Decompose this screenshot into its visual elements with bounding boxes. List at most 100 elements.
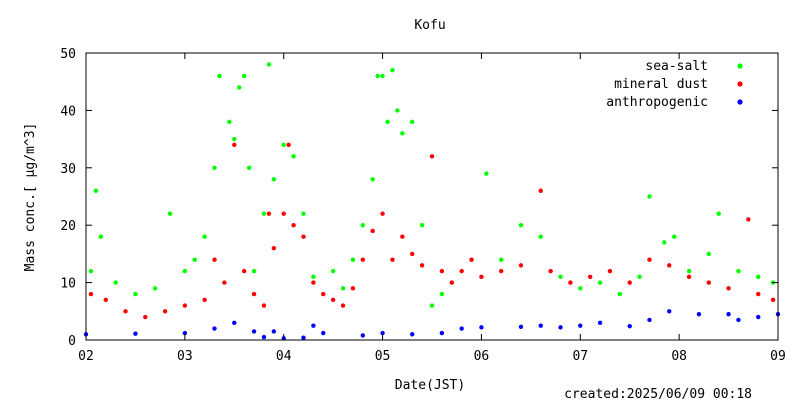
data-point <box>182 330 188 336</box>
data-point <box>597 320 603 325</box>
data-point <box>439 268 445 274</box>
data-point <box>578 323 583 328</box>
data-point <box>251 268 257 274</box>
data-point <box>538 234 543 239</box>
x-axis-label: Date(JST) <box>395 378 465 393</box>
data-point <box>143 314 148 320</box>
data-point <box>449 280 454 285</box>
data-point <box>321 291 326 297</box>
data-point <box>271 245 277 251</box>
x-tick-label: 03 <box>177 349 193 364</box>
data-point <box>113 280 118 285</box>
data-point <box>380 73 385 79</box>
data-point <box>459 268 464 274</box>
data-point <box>153 286 158 291</box>
data-point <box>246 165 252 170</box>
data-point <box>266 62 272 67</box>
data-point <box>162 309 168 314</box>
data-point <box>736 268 741 274</box>
series-mineral-dust <box>88 142 776 320</box>
created-timestamp: created:2025/06/09 00:18 <box>564 387 752 400</box>
data-point <box>266 211 272 216</box>
data-point <box>756 314 761 320</box>
y-axis-label: Mass conc.[ μg/m^3] <box>23 123 38 272</box>
data-point <box>518 223 524 228</box>
legend-label: anthropogenic <box>606 95 708 110</box>
data-point <box>202 297 207 303</box>
x-tick-label: 08 <box>671 349 687 364</box>
data-point <box>192 257 197 262</box>
data-point <box>241 73 247 79</box>
data-point <box>330 297 336 303</box>
data-point <box>291 223 296 228</box>
data-point <box>627 324 632 329</box>
data-point <box>499 257 504 262</box>
data-point <box>538 188 543 193</box>
data-point <box>340 286 346 291</box>
data-point <box>726 311 731 317</box>
data-point <box>123 309 128 314</box>
data-point <box>261 211 267 216</box>
data-point <box>587 274 593 280</box>
data-point <box>261 334 267 340</box>
data-point <box>360 333 365 338</box>
data-point <box>518 324 524 329</box>
data-point <box>395 108 400 113</box>
data-point <box>469 257 474 262</box>
y-axis: 0 10 20 30 40 50 <box>60 47 778 349</box>
data-point <box>385 119 390 125</box>
data-point <box>667 309 672 314</box>
data-point <box>133 331 138 336</box>
x-tick-label: 02 <box>78 349 94 364</box>
data-point <box>375 73 380 79</box>
data-point <box>340 303 346 308</box>
data-point <box>311 323 316 328</box>
data-point <box>261 303 267 308</box>
data-point <box>617 291 623 297</box>
data-point <box>222 280 227 285</box>
data-point <box>439 330 445 336</box>
data-point <box>103 297 108 303</box>
data-point <box>419 263 425 268</box>
data-point <box>686 268 692 274</box>
legend-marker <box>737 63 743 69</box>
data-point <box>98 234 104 239</box>
x-tick-label: 05 <box>375 349 391 364</box>
data-point <box>558 325 563 330</box>
legend-label: mineral dust <box>614 77 708 92</box>
data-point <box>251 329 257 334</box>
data-point <box>281 142 286 148</box>
legend: sea-salt mineral dust anthropogenic <box>606 59 743 110</box>
data-point <box>706 280 711 285</box>
data-point <box>429 303 435 308</box>
data-point <box>419 223 425 228</box>
data-point <box>212 257 217 262</box>
data-point <box>439 291 445 297</box>
data-point <box>217 73 222 79</box>
data-point <box>350 257 356 262</box>
data-point <box>726 286 731 291</box>
data-point <box>281 211 286 216</box>
data-point <box>706 251 711 257</box>
data-point <box>627 280 632 285</box>
data-point <box>662 240 667 245</box>
data-point <box>578 286 583 291</box>
data-point <box>647 194 652 199</box>
data-point <box>538 323 543 328</box>
data-point <box>88 268 94 274</box>
legend-label: sea-salt <box>645 59 708 74</box>
data-point <box>429 154 435 159</box>
data-point <box>251 291 257 297</box>
data-point <box>400 234 405 239</box>
data-point <box>311 280 316 285</box>
data-point <box>182 268 188 274</box>
y-tick-label: 50 <box>60 47 76 62</box>
data-point <box>311 274 316 280</box>
data-point <box>380 211 385 216</box>
data-point <box>637 274 642 280</box>
x-tick-label: 04 <box>276 349 292 364</box>
data-point <box>558 274 563 280</box>
data-point <box>716 211 721 216</box>
data-point <box>167 211 173 216</box>
